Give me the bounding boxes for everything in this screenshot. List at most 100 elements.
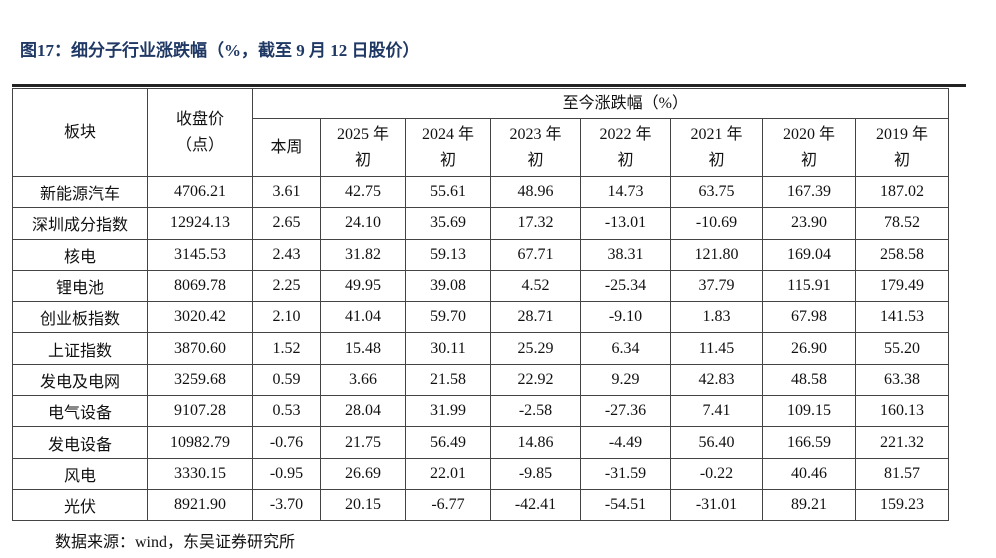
table-row: 发电设备 10982.79 -0.76 21.75 56.49 14.86 -4.49 56.… xyxy=(12,426,949,459)
table-cell: 40.46 xyxy=(762,457,856,490)
table-cell: 89.21 xyxy=(762,488,856,522)
table-cell: 3.61 xyxy=(252,175,321,209)
table-cell: -6.77 xyxy=(405,488,491,522)
table-cell: 28.71 xyxy=(490,301,581,334)
table-cell: 67.98 xyxy=(762,301,856,334)
table-row: 创业板指数 3020.42 2.10 41.04 59.70 28.71 -9.10 1.83… xyxy=(12,301,949,334)
table-cell: -31.01 xyxy=(670,488,763,522)
table-row: 核电 3145.53 2.43 31.82 59.13 67.71 38.31 121.80 1… xyxy=(12,238,949,271)
table-cell: 0.59 xyxy=(252,363,321,397)
table-cell: 12924.13 xyxy=(147,207,253,240)
table-cell: -3.70 xyxy=(252,488,321,522)
table-cell: 31.99 xyxy=(405,395,491,428)
table-cell: 37.79 xyxy=(670,269,763,303)
table-row: 锂电池 8069.78 2.25 49.95 39.08 4.52 -25.34 37.79 1… xyxy=(12,269,949,303)
table-cell: 发电设备 xyxy=(12,426,148,459)
table-cell: 8921.90 xyxy=(147,488,253,522)
table-cell: 55.61 xyxy=(405,175,491,209)
table-cell: 创业板指数 xyxy=(12,301,148,334)
table-body: 新能源汽车 4706.21 3.61 42.75 55.61 48.96 14.73 63.7… xyxy=(12,175,949,522)
table-cell: 9.29 xyxy=(580,363,671,397)
table-cell: 9107.28 xyxy=(147,395,253,428)
header-cell: 2025 年初 xyxy=(320,118,406,177)
table-cell: 115.91 xyxy=(762,269,856,303)
table-cell: 159.23 xyxy=(855,488,949,522)
table-cell: 35.69 xyxy=(405,207,491,240)
data-table: 板块 收盘价 （点） 至今涨跌幅（%） 本周 2025 年初 2024 年初 2023 年初… xyxy=(12,88,949,522)
table-cell: 21.58 xyxy=(405,363,491,397)
header-line: 2021 年 xyxy=(690,125,743,143)
header-cell: 2019 年初 xyxy=(855,118,949,177)
table-row: 发电及电网 3259.68 0.59 3.66 21.58 22.92 9.29 42.83 4… xyxy=(12,363,949,397)
table-cell: 187.02 xyxy=(855,175,949,209)
table-cell: -13.01 xyxy=(580,207,671,240)
table-cell: 221.32 xyxy=(855,426,949,459)
table-cell: 1.83 xyxy=(670,301,763,334)
table-cell: 0.53 xyxy=(252,395,321,428)
table-cell: 26.69 xyxy=(320,457,406,490)
table-cell: 38.31 xyxy=(580,238,671,271)
table-cell: 锂电池 xyxy=(12,269,148,303)
table-row: 光伏 8921.90 -3.70 20.15 -6.77 -42.41 -54.51 -31.… xyxy=(12,488,949,522)
table-cell: 179.49 xyxy=(855,269,949,303)
title-rule xyxy=(12,84,966,87)
table-cell: -0.95 xyxy=(252,457,321,490)
table-cell: -54.51 xyxy=(580,488,671,522)
header-line: 2025 年 xyxy=(336,125,389,143)
table-cell: 63.75 xyxy=(670,175,763,209)
table-cell: 光伏 xyxy=(12,488,148,522)
table-row: 深圳成分指数 12924.13 2.65 24.10 35.69 17.32 -13.01-… xyxy=(12,207,949,240)
table-cell: 4.52 xyxy=(490,269,581,303)
table-cell: 81.57 xyxy=(855,457,949,490)
table-cell: 核电 xyxy=(12,238,148,271)
header-cell: 至今涨跌幅（%） xyxy=(252,88,949,119)
table-cell: 22.92 xyxy=(490,363,581,397)
table-cell: 上证指数 xyxy=(12,332,148,365)
table-cell: 63.38 xyxy=(855,363,949,397)
table-cell: 56.49 xyxy=(405,426,491,459)
table-cell: 2.43 xyxy=(252,238,321,271)
table-cell: 14.73 xyxy=(580,175,671,209)
table-cell: -2.58 xyxy=(490,395,581,428)
header-cell: 2021 年初 xyxy=(670,118,763,177)
table-cell: 78.52 xyxy=(855,207,949,240)
table-cell: 2.25 xyxy=(252,269,321,303)
table-cell: 4706.21 xyxy=(147,175,253,209)
header-line: 初 xyxy=(617,151,634,169)
table-cell: -42.41 xyxy=(490,488,581,522)
header-line: 2023 年 xyxy=(509,125,562,143)
table-cell: 24.10 xyxy=(320,207,406,240)
header-cell: 2024 年初 xyxy=(405,118,491,177)
table-cell: 15.48 xyxy=(320,332,406,365)
table-cell: 169.04 xyxy=(762,238,856,271)
table-cell: 3870.60 xyxy=(147,332,253,365)
table-cell: 3259.68 xyxy=(147,363,253,397)
table-cell: 新能源汽车 xyxy=(12,175,148,209)
table-cell: 56.40 xyxy=(670,426,763,459)
table-cell: 39.08 xyxy=(405,269,491,303)
header-line: 2024 年 xyxy=(421,125,474,143)
table-cell: 26.90 xyxy=(762,332,856,365)
table-cell: 28.04 xyxy=(320,395,406,428)
header-line: 初 xyxy=(800,151,817,169)
table-cell: 3.66 xyxy=(320,363,406,397)
table-cell: 2.10 xyxy=(252,301,321,334)
table-cell: 48.58 xyxy=(762,363,856,397)
table-cell: 14.86 xyxy=(490,426,581,459)
header-cell: 本周 xyxy=(252,118,321,177)
table-cell: 48.96 xyxy=(490,175,581,209)
table-cell: 25.29 xyxy=(490,332,581,365)
table-cell: 21.75 xyxy=(320,426,406,459)
table-cell: 160.13 xyxy=(855,395,949,428)
header-cell: 2022 年初 xyxy=(580,118,671,177)
table-cell: 30.11 xyxy=(405,332,491,365)
table-row: 电气设备 9107.28 0.53 28.04 31.99 -2.58 -27.36 7.41… xyxy=(12,395,949,428)
table-cell: 109.15 xyxy=(762,395,856,428)
table-head: 板块 收盘价 （点） 至今涨跌幅（%） 本周 2025 年初 2024 年初 2023 年初… xyxy=(12,88,949,177)
table-cell: 258.58 xyxy=(855,238,949,271)
table-cell: 发电及电网 xyxy=(12,363,148,397)
source-note: 数据来源：wind，东吴证券研究所 xyxy=(55,534,296,551)
header-line: 初 xyxy=(527,151,544,169)
table-cell: 41.04 xyxy=(320,301,406,334)
header-line: 2019 年 xyxy=(875,125,928,143)
